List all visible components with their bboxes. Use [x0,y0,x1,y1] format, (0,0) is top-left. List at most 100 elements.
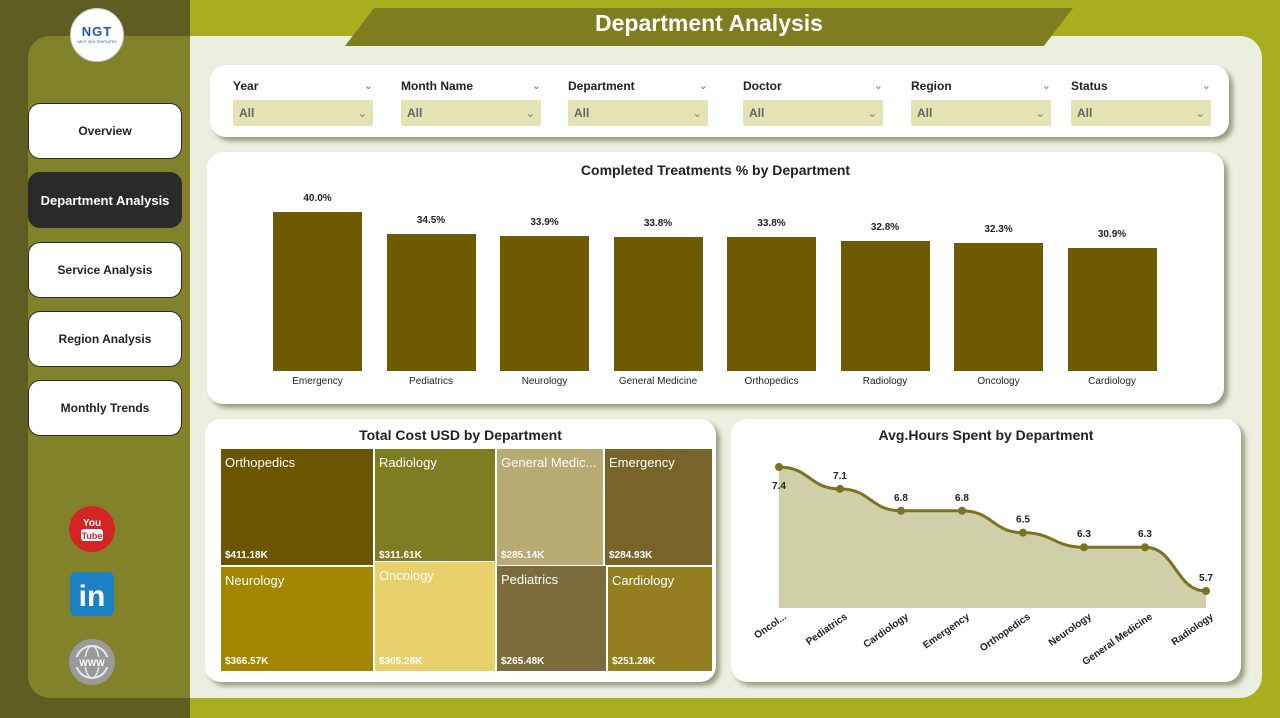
total-cost-treemap-card: Total Cost USD by Department Orthopedics… [205,419,716,682]
treemap-tile-name: Orthopedics [225,455,296,470]
chevron-down-icon[interactable]: ⌄ [1041,80,1051,92]
treemap-tile-value: $366.57K [225,656,269,667]
filter-month-name-value: All [407,106,423,120]
filter-doctor-value: All [749,106,765,120]
filter-doctor-header: Doctor ⌄ [743,79,883,97]
treemap-tile[interactable]: General Medic... $285.14K [496,448,604,566]
svg-text:You: You [83,518,101,529]
filter-region-value: All [917,106,933,120]
filter-department-header: Department ⌄ [568,79,708,97]
chevron-down-icon: ⌄ [357,107,367,120]
data-point[interactable] [775,463,783,471]
svg-text:Tube: Tube [82,531,103,541]
nav-monthly-trends-button[interactable]: Monthly Trends [28,380,182,436]
treemap-tile[interactable]: Cardiology $251.28K [607,566,713,672]
filter-year-value: All [239,106,255,120]
data-point[interactable] [1019,528,1027,537]
bar-category-label: Emergency [292,376,343,387]
data-point[interactable] [897,506,905,515]
youtube-icon[interactable]: You Tube [69,506,115,552]
treemap-tile[interactable]: Oncology $305.28K [374,561,496,672]
filter-year: Year ⌄ All ⌄ [233,79,373,126]
bar-plot-area: 40.0% Emergency 34.5% Pediatrics 33.9% Neurol… [207,152,1224,404]
x-tick-label: Emergency [921,611,972,651]
nav-overview-button[interactable]: Overview [28,103,182,159]
bar-value-label: 40.0% [303,193,332,204]
bar[interactable] [613,236,703,371]
treemap-tile-name: Cardiology [612,573,675,588]
treemap-tile-name: General Medic... [501,455,597,470]
area-chart: 7.4 Oncol... 7.1 Pediatrics 6.8 Cardiology 6.8… [752,463,1216,668]
bar-value-label: 33.9% [530,217,559,229]
bar[interactable] [500,236,589,371]
treemap-tile[interactable]: Emergency $284.93K [604,448,713,566]
bar[interactable] [727,236,816,371]
logo: NGT NEXT GEN TEMPLATES [70,8,124,62]
bar[interactable] [386,233,476,371]
data-point[interactable] [1202,587,1210,595]
treemap-tile-value: $411.18K [225,550,268,561]
chevron-down-icon: ⌄ [867,107,877,120]
nav-region-analysis-button[interactable]: Region Analysis [28,311,182,367]
data-point[interactable] [958,506,966,515]
youtube-glyph: You Tube [81,518,103,541]
filter-region-header: Region ⌄ [911,79,1051,97]
filter-status-header: Status ⌄ [1071,79,1211,97]
bar-value-label: 33.8% [757,217,786,229]
page-title: Department Analysis [595,10,823,36]
treemap-tile[interactable]: Pediatrics $265.48K [496,565,607,672]
treemap-tile[interactable]: Neurology $366.57K [220,566,374,672]
filter-department-dropdown[interactable]: All ⌄ [568,100,708,126]
data-label: 6.3 [1138,529,1152,540]
filter-doctor: Doctor ⌄ All ⌄ [743,79,883,126]
filter-status-dropdown[interactable]: All ⌄ [1071,100,1211,126]
treemap: Orthopedics $411.18K Radiology $311.61K Gene… [220,448,713,672]
filter-department-value: All [574,106,590,120]
linkedin-icon[interactable]: in [69,571,115,617]
filter-month-name-dropdown[interactable]: All ⌄ [401,100,541,126]
nav-department-analysis-button[interactable]: Department Analysis [28,172,182,228]
filter-year-label: Year [233,79,259,93]
bar-value-label: 32.8% [870,221,900,233]
bar-value-label: 33.8% [643,217,673,229]
website-icon[interactable]: WWW [69,639,115,685]
x-tick-label: Pediatrics [804,611,850,648]
bar[interactable] [954,242,1043,371]
filter-year-dropdown[interactable]: All ⌄ [233,100,373,126]
data-point[interactable] [1141,543,1149,552]
filter-region-dropdown[interactable]: All ⌄ [911,100,1051,126]
chevron-down-icon: ⌄ [1195,107,1205,120]
data-label: 6.5 [1016,515,1030,526]
chevron-down-icon: ⌄ [1035,107,1045,120]
filter-department: Department ⌄ All ⌄ [568,79,708,126]
chevron-down-icon[interactable]: ⌄ [873,80,883,92]
chart-title: Avg.Hours Spent by Department [878,427,1094,443]
chevron-down-icon[interactable]: ⌄ [1201,80,1211,92]
filter-status-value: All [1077,106,1093,120]
data-label: 6.3 [1077,529,1091,540]
data-point[interactable] [836,484,844,493]
treemap-tile[interactable]: Radiology $311.61K [374,448,496,566]
bar-category-label: Oncology [977,376,1020,387]
chevron-down-icon: ⌄ [525,107,535,120]
x-tick-label: Radiology [1170,611,1216,648]
data-point[interactable] [1080,543,1088,552]
bar-category-label: General Medicine [618,376,698,387]
area-fill [779,467,1206,608]
data-label: 7.4 [772,481,786,492]
treemap-tile-value: $285.14K [501,550,545,561]
treemap-tile-value: $305.28K [379,656,423,667]
svg-text:WWW: WWW [79,658,105,668]
chevron-down-icon[interactable]: ⌄ [531,80,541,92]
chevron-down-icon[interactable]: ⌄ [698,80,708,92]
x-tick-label: Cardiology [862,611,911,650]
bar[interactable] [273,212,362,371]
treemap-tile-name: Emergency [609,455,675,470]
bar[interactable] [1067,248,1157,371]
nav-service-analysis-button[interactable]: Service Analysis [28,242,182,298]
chevron-down-icon[interactable]: ⌄ [363,80,373,92]
treemap-tile[interactable]: Orthopedics $411.18K [220,448,374,566]
bar[interactable] [840,240,930,371]
filter-doctor-dropdown[interactable]: All ⌄ [743,100,883,126]
filter-department-label: Department [568,79,635,93]
